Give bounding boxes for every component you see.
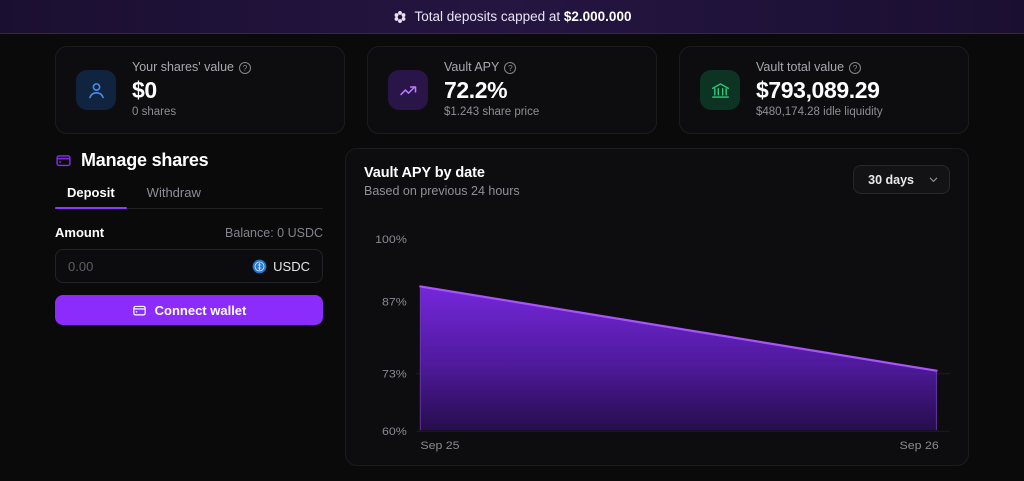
balance-label: Balance: 0 USDC: [225, 226, 323, 240]
card-label: Vault APY ?: [444, 60, 539, 75]
flower-icon: [394, 10, 405, 23]
amount-label: Amount: [55, 225, 105, 240]
range-select-value: 30 days: [868, 172, 914, 187]
help-icon[interactable]: ?: [239, 61, 251, 74]
xtick-end: Sep 26: [899, 440, 938, 452]
amount-row: Amount Balance: 0 USDC: [55, 225, 323, 240]
chart-heading-group: Vault APY by date Based on previous 24 h…: [364, 165, 520, 198]
card-value: 72.2%: [444, 77, 508, 103]
wallet-icon: [56, 155, 71, 167]
lower-section: Manage shares Deposit Withdraw Amount Ba…: [55, 148, 969, 466]
card-vault-total-value: Vault total value ? $793,089.29 $480,174…: [679, 46, 969, 134]
banner-text-prefix: Total deposits capped at: [414, 9, 564, 24]
amount-input-value[interactable]: 0.00: [68, 258, 94, 274]
card-label-text: Vault total value: [756, 60, 845, 74]
card-sub: $480,174.28 idle liquidity: [756, 106, 883, 118]
card-label-text: Vault APY: [444, 60, 500, 74]
banner-text: Total deposits capped at $2.000.000: [415, 9, 632, 24]
card-label-text: Your shares' value: [132, 60, 234, 74]
tab-deposit[interactable]: Deposit: [55, 181, 127, 209]
chevron-down-icon: [929, 177, 938, 182]
card-body: Your shares' value ? $0 0 shares: [132, 60, 251, 120]
page-content: Your shares' value ? $0 0 shares Vault A…: [0, 46, 1024, 466]
help-icon[interactable]: ?: [504, 61, 517, 74]
chart-header: Vault APY by date Based on previous 24 h…: [364, 165, 950, 198]
ytick-100: 100%: [375, 233, 407, 245]
card-body: Vault total value ? $793,089.29 $480,174…: [756, 60, 883, 120]
trending-up-icon: [388, 70, 428, 110]
card-value: $793,089.29: [756, 77, 880, 103]
connect-wallet-button[interactable]: Connect wallet: [55, 295, 323, 325]
card-body: Vault APY ? 72.2% $1.243 share price: [444, 60, 539, 120]
help-icon[interactable]: ?: [849, 61, 862, 74]
deposit-cap-banner: Total deposits capped at $2.000.000: [0, 0, 1024, 34]
manage-tabs: Deposit Withdraw: [55, 181, 323, 209]
xtick-start: Sep 25: [420, 440, 459, 452]
chart-subtitle: Based on previous 24 hours: [364, 184, 520, 198]
ytick-73: 73%: [382, 368, 407, 380]
card-value: $0: [132, 77, 157, 103]
amount-input[interactable]: 0.00 USDC: [55, 249, 323, 283]
manage-shares-panel: Manage shares Deposit Withdraw Amount Ba…: [55, 148, 323, 325]
banner-amount: $2.000.000: [563, 9, 632, 24]
connect-wallet-label: Connect wallet: [154, 302, 247, 318]
card-vault-apy: Vault APY ? 72.2% $1.243 share price: [367, 46, 657, 134]
token-symbol: USDC: [273, 258, 310, 274]
user-icon: [76, 70, 116, 110]
area-fill: [420, 286, 937, 431]
apy-area-chart: 100% 87% 73% 60% Sep 25 Sep 26: [364, 221, 950, 455]
card-sub: 0 shares: [132, 106, 177, 118]
card-label: Your shares' value ?: [132, 60, 251, 75]
range-select[interactable]: 30 days: [853, 165, 950, 194]
manage-shares-title: Manage shares: [55, 150, 323, 171]
chart-svg: 100% 87% 73% 60% Sep 25 Sep 26: [375, 233, 950, 452]
card-label: Vault total value ?: [756, 60, 883, 75]
stat-cards: Your shares' value ? $0 0 shares Vault A…: [55, 46, 969, 134]
bank-icon: [700, 70, 740, 110]
chart-title: Vault APY by date: [364, 165, 485, 181]
tab-withdraw[interactable]: Withdraw: [146, 185, 201, 200]
manage-shares-title-text: Manage shares: [81, 150, 209, 170]
ytick-87: 87%: [382, 296, 407, 308]
apy-line: [419, 285, 938, 372]
usdc-icon: [252, 259, 267, 273]
card-your-shares-value: Your shares' value ? $0 0 shares: [55, 46, 345, 134]
card-sub: $1.243 share price: [444, 106, 540, 118]
ytick-60: 60%: [382, 426, 407, 438]
token-selector[interactable]: USDC: [252, 259, 310, 274]
apy-chart-panel: Vault APY by date Based on previous 24 h…: [345, 148, 969, 466]
wallet-icon: [132, 305, 146, 315]
